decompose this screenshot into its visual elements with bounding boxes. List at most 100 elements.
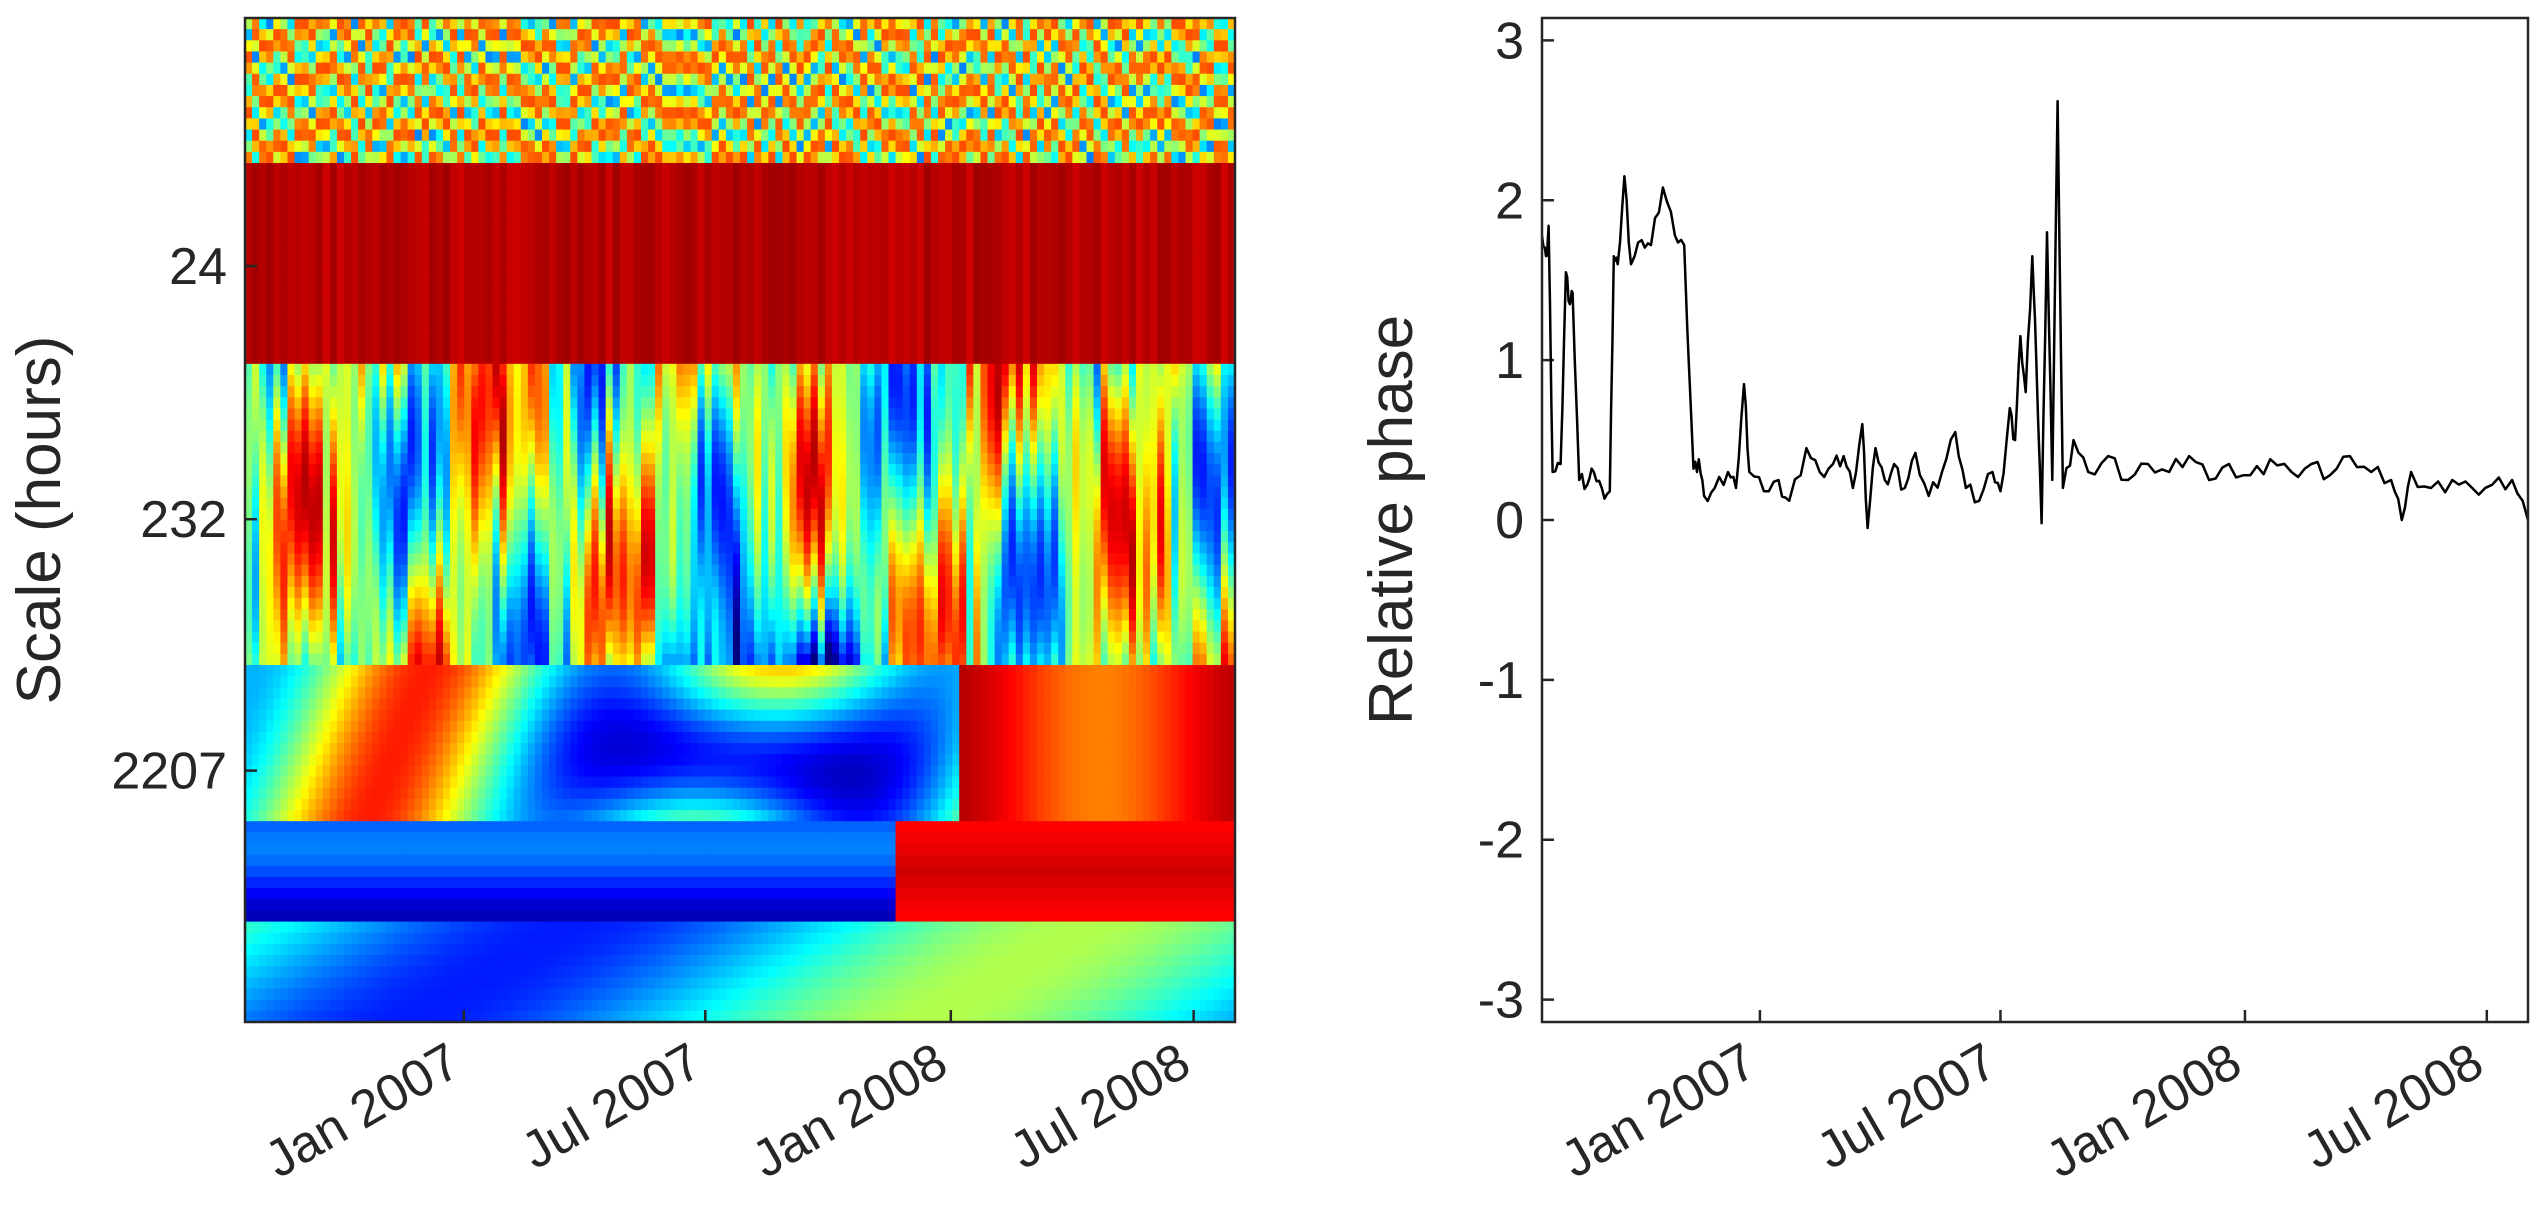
heatmap-cell [386, 74, 394, 86]
heatmap-cell [726, 130, 734, 142]
heatmap-cell [811, 118, 819, 130]
heatmap-cell [988, 174, 996, 186]
heatmap-cell [478, 107, 486, 119]
heatmap-cell [768, 29, 776, 41]
heatmap-cell [889, 152, 897, 164]
heatmap-cell [507, 63, 515, 75]
heatmap-cell [1058, 96, 1066, 108]
heatmap-cell [358, 163, 366, 175]
heatmap-cell [613, 51, 621, 63]
heatmap-cell [549, 51, 557, 63]
heatmap-cell [782, 18, 790, 30]
heatmap-cell [436, 63, 444, 75]
heatmap-cell [867, 107, 875, 119]
heatmap-cell [1164, 18, 1172, 30]
heatmap-cell [295, 51, 303, 63]
heatmap-cell [1037, 141, 1045, 153]
heatmap-cell [853, 18, 861, 30]
heatmap-cell [938, 163, 946, 175]
heatmap-cell [351, 96, 359, 108]
heatmap-cell [917, 18, 925, 30]
heatmap-cell [881, 174, 889, 186]
heatmap-cell [1221, 51, 1229, 63]
heatmap-cell [648, 118, 656, 130]
heatmap-cell [528, 107, 536, 119]
heatmap-cell [1051, 96, 1059, 108]
heatmap-cell [641, 219, 649, 231]
heatmap-cell [846, 130, 854, 142]
heatmap-cell [365, 208, 373, 220]
heatmap-cell [761, 18, 769, 30]
heatmap-cell [556, 130, 564, 142]
heatmap-cell [712, 107, 720, 119]
heatmap-cell [1002, 152, 1010, 164]
heatmap-cell [1193, 74, 1201, 86]
heatmap-cell [1009, 51, 1017, 63]
heatmap-cell [436, 29, 444, 41]
heatmap-cell [401, 208, 409, 220]
heatmap-cell [705, 208, 713, 220]
heatmap-cell [726, 63, 734, 75]
heatmap-cell [676, 85, 684, 97]
heatmap-cell [259, 185, 267, 197]
heatmap-cell [577, 185, 585, 197]
heatmap-cell [881, 130, 889, 142]
heatmap-cell [485, 196, 493, 208]
heatmap-cell [676, 219, 684, 231]
heatmap-cell [1186, 29, 1194, 41]
heatmap-cell [1157, 141, 1165, 153]
heatmap-cell [394, 196, 402, 208]
heatmap-cell [832, 152, 840, 164]
heatmap-cell [1101, 63, 1109, 75]
heatmap-cell [1072, 96, 1080, 108]
heatmap-cell [698, 85, 706, 97]
heatmap-cell [493, 152, 501, 164]
heatmap-cell [839, 141, 847, 153]
heatmap-cell [584, 141, 592, 153]
heatmap-cell [740, 141, 748, 153]
heatmap-cell [924, 74, 932, 86]
heatmap-cell [966, 85, 974, 97]
heatmap-cell [952, 141, 960, 153]
heatmap-cell [712, 51, 720, 63]
heatmap-cell [1079, 74, 1087, 86]
heatmap-cell [493, 163, 501, 175]
heatmap-cell [641, 63, 649, 75]
heatmap-cell [443, 185, 451, 197]
heatmap-cell [712, 174, 720, 186]
heatmap-cell [613, 85, 621, 97]
heatmap-cell [733, 51, 741, 63]
heatmap-cell [394, 29, 402, 41]
heatmap-cell [584, 74, 592, 86]
heatmap-cell [698, 152, 706, 164]
heatmap-cell [556, 51, 564, 63]
heatmap-cell [627, 29, 635, 41]
heatmap-cell [316, 152, 324, 164]
heatmap-cell [917, 118, 925, 130]
heatmap-cell [330, 118, 338, 130]
heatmap-cell [1122, 141, 1130, 153]
heatmap-cell [584, 96, 592, 108]
heatmap-cell [1072, 29, 1080, 41]
heatmap-cell [775, 74, 783, 86]
heatmap-cell [386, 130, 394, 142]
heatmap-cell [1178, 141, 1186, 153]
heatmap-cell [1009, 40, 1017, 52]
heatmap-cell [252, 118, 260, 130]
heatmap-cell [1002, 51, 1010, 63]
heatmap-cell [394, 74, 402, 86]
heatmap-cell [429, 130, 437, 142]
heatmap-cell [896, 40, 904, 52]
heatmap-cell [903, 141, 911, 153]
heatmap-cell [797, 152, 805, 164]
heatmap-cell [1115, 152, 1123, 164]
heatmap-cell [302, 85, 310, 97]
heatmap-cell [627, 18, 635, 30]
heatmap-cell [1108, 107, 1116, 119]
heatmap-cell [924, 219, 932, 231]
heatmap-cell [648, 208, 656, 220]
heatmap-cell [980, 63, 988, 75]
heatmap-cell [811, 141, 819, 153]
heatmap-cell [1016, 74, 1024, 86]
heatmap-cell [811, 96, 819, 108]
